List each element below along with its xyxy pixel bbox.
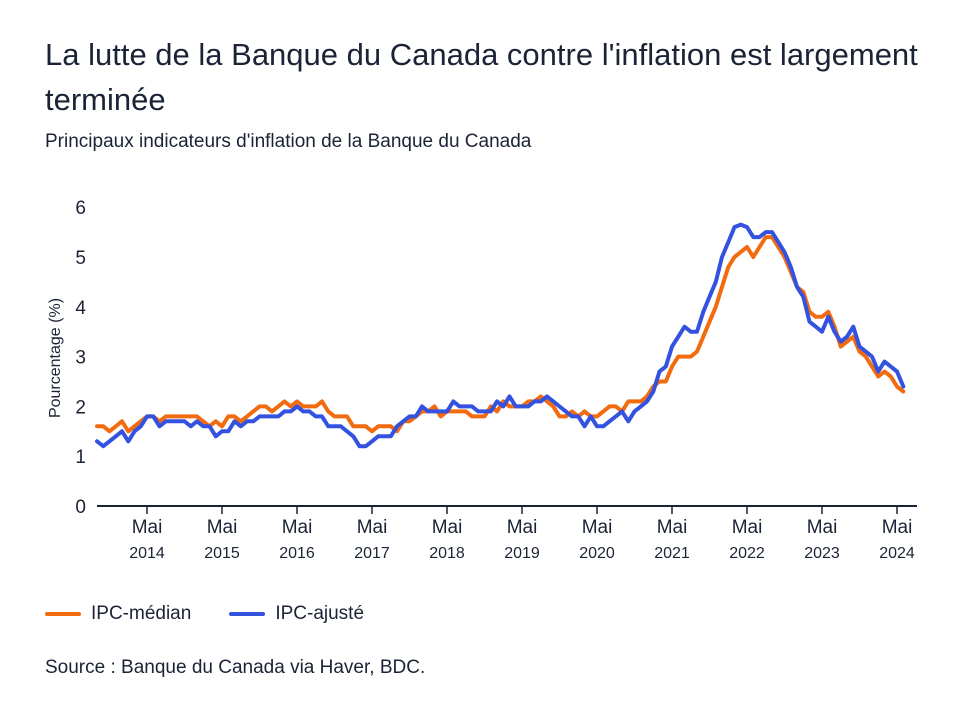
x-tick-year: 2024 [879, 545, 915, 562]
legend-swatch-median [45, 612, 81, 616]
x-tick-month: Mai [132, 517, 163, 538]
series-line-ipc-ajuste [95, 222, 906, 449]
y-tick-label: 3 [75, 348, 86, 369]
x-tick-year: 2014 [129, 545, 165, 562]
x-tick-year: 2017 [354, 545, 390, 562]
legend-label-median: IPC-médian [91, 603, 192, 624]
x-tick-year: 2016 [279, 545, 315, 562]
chart-title: La lutte de la Banque du Canada contre l… [45, 37, 918, 117]
legend: IPC-médian IPC-ajusté [45, 603, 364, 625]
x-tick-year: 2023 [804, 545, 840, 562]
x-tick-month: Mai [507, 517, 538, 538]
x-tick-month: Mai [357, 517, 388, 538]
x-tick-year: 2022 [729, 545, 765, 562]
x-tick-month: Mai [282, 517, 313, 538]
x-tick-year: 2018 [429, 545, 465, 562]
x-tick-month: Mai [657, 517, 688, 538]
chart-subtitle: Principaux indicateurs d'inflation de la… [45, 131, 532, 152]
y-axis-label: Pourcentage (%) [47, 298, 64, 418]
x-tick-year: 2021 [654, 545, 690, 562]
x-tick-month: Mai [732, 517, 763, 538]
x-tick-year: 2020 [579, 545, 615, 562]
x-tick-month: Mai [807, 517, 838, 538]
legend-label-trim: IPC-ajusté [275, 603, 365, 624]
y-tick-label: 1 [75, 447, 86, 468]
legend-swatch-trim [229, 612, 266, 616]
x-tick-month: Mai [432, 517, 463, 538]
x-tick-month: Mai [882, 517, 913, 538]
y-tick-label: 2 [75, 397, 86, 418]
legend-item-trim: IPC-ajusté [229, 603, 364, 625]
source-note: Source : Banque du Canada via Haver, BDC… [45, 657, 426, 678]
x-tick-month: Mai [582, 517, 613, 538]
y-tick-label: 6 [75, 198, 86, 219]
x-tick-year: 2015 [204, 545, 240, 562]
legend-item-median: IPC-médian [45, 603, 191, 625]
x-tick-year: 2019 [504, 545, 540, 562]
x-tick-month: Mai [207, 517, 238, 538]
y-tick-label: 4 [75, 298, 86, 319]
y-tick-label: 5 [75, 248, 86, 269]
y-tick-label: 0 [75, 497, 86, 518]
